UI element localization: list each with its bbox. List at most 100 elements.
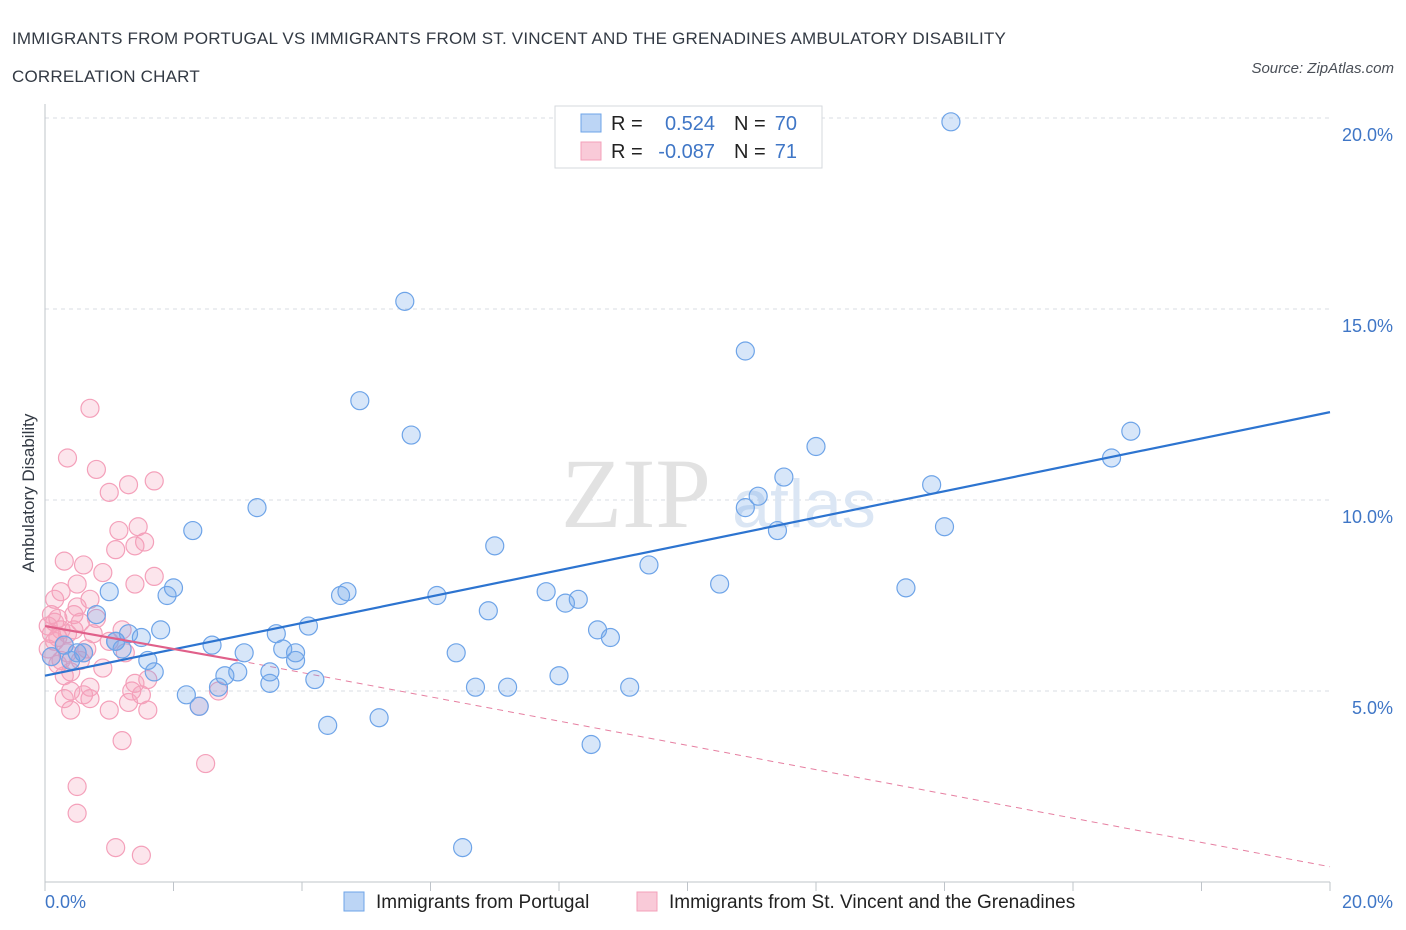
stvincent-trend-line (44, 624, 238, 662)
legend-label-stvincent: Immigrants from St. Vincent and the Gren… (669, 892, 1075, 913)
stvincent-point-39 (99, 482, 119, 502)
portugal-point-69 (106, 631, 126, 651)
portugal-point-25 (260, 662, 280, 682)
stvincent-point-53 (125, 673, 145, 693)
portugal-point-44 (485, 536, 505, 556)
stvincent-point-31 (80, 689, 100, 709)
portugal-point-22 (228, 662, 248, 682)
portugal-point-0 (41, 647, 62, 667)
legend-swatch-stvincent (636, 891, 658, 912)
portugal-point-29 (285, 643, 306, 663)
portugal-trend-line (44, 411, 1331, 677)
stats-swatch-portugal (580, 113, 602, 133)
grid-lines (45, 117, 1330, 692)
stats-n-label-portugal: N = (734, 113, 766, 135)
portugal-point-47 (549, 666, 569, 686)
stvincent-point-25 (70, 612, 90, 632)
stvincent-point-34 (80, 398, 100, 418)
portugal-point-35 (337, 582, 357, 602)
legend-label-portugal: Immigrants from Portugal (376, 892, 589, 913)
portugal-point-45 (498, 677, 518, 697)
legend-swatch-portugal (343, 891, 365, 912)
stvincent-point-44 (109, 520, 129, 541)
portugal-point-43 (478, 601, 498, 621)
portugal-point-55 (710, 574, 730, 594)
portugal-point-32 (305, 669, 325, 690)
stvincent-point-22 (67, 574, 87, 594)
stvincent-point-40 (99, 700, 119, 720)
stvincent-point-52 (125, 536, 145, 556)
stvincent-point-15 (57, 448, 78, 468)
portugal-point-14 (157, 585, 177, 606)
portugal-point-19 (202, 635, 222, 655)
trend-lines (44, 411, 1331, 677)
x-tick-label-0: 0.0% (45, 892, 86, 912)
portugal-point-24 (247, 498, 267, 518)
stvincent-point-68 (64, 604, 84, 625)
portugal-point-54 (639, 555, 659, 575)
portugal-point-36 (350, 391, 370, 411)
y-axis-title: Ambulatory Disability (19, 413, 38, 572)
portugal-point-41 (446, 643, 466, 663)
stvincent-point-61 (144, 566, 164, 587)
stvincent-point-57 (134, 532, 155, 552)
y-tick-label-1: 10.0% (1342, 507, 1393, 527)
stvincent-point-14 (54, 689, 74, 709)
y-tick-label-0: 5.0% (1352, 698, 1393, 718)
source-credit: Source: ZipAtlas.com (1251, 60, 1394, 77)
portugal-point-46 (536, 582, 556, 602)
portugal-point-18 (189, 696, 209, 716)
portugal-point-13 (151, 620, 171, 640)
stvincent-point-58 (138, 669, 158, 690)
stats-n-value-portugal: 70 (775, 113, 797, 135)
stvincent-point-6 (45, 589, 65, 609)
portugal-point-48 (555, 593, 576, 613)
portugal-point-57 (748, 486, 768, 506)
stvincent-point-13 (54, 551, 74, 571)
stats-r-label-stvincent: R = (611, 141, 643, 163)
chart-title: IMMIGRANTS FROM PORTUGAL VS IMMIGRANTS F… (12, 29, 1006, 86)
stvincent-point-49 (118, 475, 139, 495)
portugal-point-30 (285, 650, 306, 671)
stats-r-value-stvincent: -0.087 (658, 141, 715, 163)
portugal-point-42 (465, 677, 486, 697)
watermark-zip: ZIP (561, 438, 711, 549)
portugal-point-12 (144, 662, 164, 682)
stvincent-point-46 (112, 731, 132, 751)
stvincent-point-67 (45, 631, 65, 651)
y-tick-label-3: 20.0% (1342, 125, 1393, 145)
portugal-point-61 (806, 436, 826, 457)
stats-r-value-portugal: 0.524 (665, 113, 715, 135)
portugal-point-58 (735, 341, 755, 361)
stvincent-point-43 (106, 838, 126, 858)
portugal-point-17 (183, 520, 203, 541)
portugal-point-52 (600, 627, 621, 648)
portugal-point-68 (453, 838, 473, 858)
y-tick-labels: 5.0% 10.0% 15.0% 20.0% (1342, 125, 1393, 718)
series-legend: Immigrants from Portugal Immigrants from… (343, 891, 1075, 913)
stvincent-point-42 (106, 540, 126, 560)
stats-swatch-stvincent (580, 141, 602, 161)
portugal-point-65 (941, 112, 961, 132)
portugal-point-67 (1121, 421, 1141, 441)
portugal-point-26 (260, 673, 280, 693)
stvincent-point-56 (131, 845, 151, 865)
stats-n-value-stvincent: 71 (775, 141, 797, 163)
stvincent-trend-dashed (237, 659, 1331, 868)
stvincent-point-23 (67, 776, 87, 797)
stvincent-point-10 (51, 582, 71, 602)
portugal-point-39 (401, 425, 421, 445)
stats-r-label-portugal: R = (611, 113, 643, 135)
y-tick-label-2: 15.0% (1342, 316, 1393, 336)
portugal-point-56 (735, 498, 755, 518)
stvincent-point-63 (196, 753, 216, 774)
portugal-point-20 (208, 677, 229, 697)
stvincent-point-27 (73, 555, 94, 575)
stats-n-label-stvincent: N = (734, 141, 766, 163)
portugal-point-28 (273, 639, 293, 659)
stvincent-point-18 (61, 700, 81, 720)
stvincent-point-60 (144, 471, 164, 491)
portugal-point-4 (73, 643, 94, 663)
watermark: ZIP atlas (561, 438, 876, 549)
stats-legend: R = 0.524 N = 70 R = -0.087 N = 71 (554, 105, 823, 169)
